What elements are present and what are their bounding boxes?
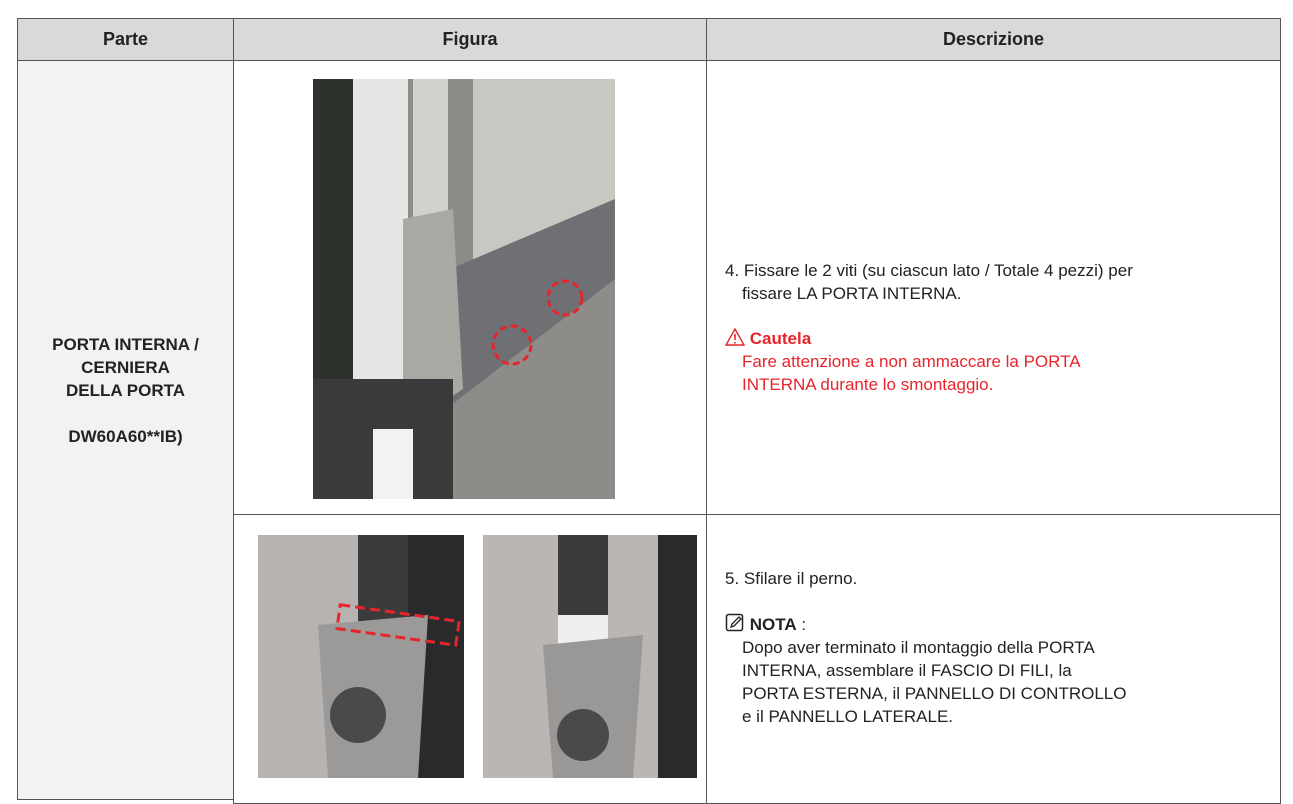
- note-line: INTERNA, assemblare il FASCIO DI FILI, l…: [742, 661, 1072, 680]
- note-label: NOTA: [749, 615, 797, 634]
- photo-pin: [258, 535, 464, 778]
- note-line: Dopo aver terminato il montaggio della P…: [742, 638, 1095, 657]
- part-line: CERNIERA: [81, 357, 170, 377]
- photo-hinge: [313, 79, 615, 499]
- part-cell: PORTA INTERNA / CERNIERA DELLA PORTA DW6…: [17, 60, 234, 800]
- caution-line: INTERNA durante lo smontaggio.: [742, 375, 994, 394]
- note-separator: :: [801, 615, 807, 634]
- caution-label: Cautela: [749, 329, 812, 348]
- note-icon: [725, 613, 744, 632]
- caution-line: Fare attenzione a non ammaccare la PORTA: [742, 352, 1081, 371]
- photo-pin-removed: [483, 535, 697, 778]
- header-cell: Descrizione: [706, 18, 1281, 61]
- part-line: PORTA INTERNA /: [52, 334, 199, 354]
- part-line: DW60A60**IB): [68, 426, 183, 446]
- note-line: PORTA ESTERNA, il PANNELLO DI CONTROLLO: [742, 684, 1127, 703]
- step-line: 5. Sfilare il perno.: [725, 569, 858, 588]
- note-line: e il PANNELLO LATERALE.: [742, 707, 954, 726]
- description-cell: 5. Sfilare il perno. NOTA : Dopo aver te…: [706, 514, 1281, 804]
- step-line: fissare LA PORTA INTERNA.: [742, 284, 962, 303]
- description-cell: 4. Fissare le 2 viti (su ciascun lato / …: [706, 60, 1281, 515]
- header-cell: Parte: [17, 18, 234, 61]
- header-cell: Figura: [233, 18, 707, 61]
- part-line: DELLA PORTA: [66, 380, 185, 400]
- caution-icon: [724, 327, 746, 346]
- step-line: 4. Fissare le 2 viti (su ciascun lato / …: [725, 261, 1133, 280]
